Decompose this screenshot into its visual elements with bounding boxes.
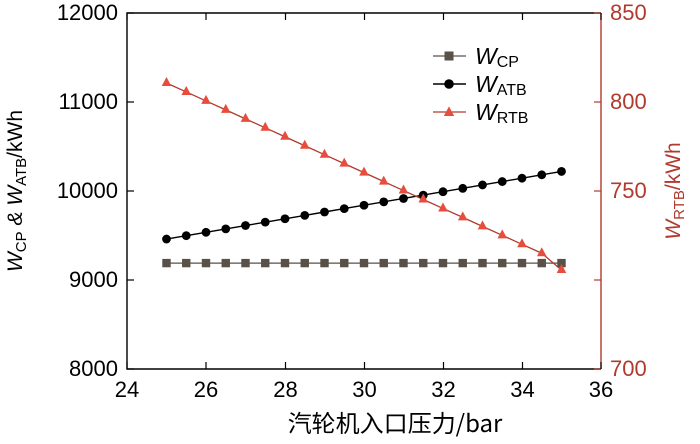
svg-text:750: 750 bbox=[610, 178, 647, 203]
svg-text:36: 36 bbox=[589, 377, 613, 402]
svg-text:WATB: WATB bbox=[475, 71, 527, 99]
svg-text:32: 32 bbox=[431, 377, 455, 402]
svg-text:24: 24 bbox=[115, 377, 139, 402]
svg-text:WRTB/kWh: WRTB/kWh bbox=[662, 142, 688, 239]
svg-text:34: 34 bbox=[510, 377, 534, 402]
svg-text:9000: 9000 bbox=[69, 267, 118, 292]
svg-text:WRTB: WRTB bbox=[475, 99, 528, 127]
svg-text:WCP: WCP bbox=[475, 43, 519, 71]
svg-text:700: 700 bbox=[610, 356, 647, 381]
svg-text:11000: 11000 bbox=[58, 89, 118, 114]
svg-text:12000: 12000 bbox=[57, 0, 118, 25]
svg-text:8000: 8000 bbox=[69, 356, 118, 381]
svg-text:10000: 10000 bbox=[57, 178, 118, 203]
svg-text:30: 30 bbox=[352, 377, 376, 402]
svg-text:28: 28 bbox=[273, 377, 297, 402]
svg-text:800: 800 bbox=[610, 89, 647, 114]
svg-text:汽轮机入口压力/bar: 汽轮机入口压力/bar bbox=[288, 404, 503, 439]
svg-text:850: 850 bbox=[610, 0, 647, 25]
svg-text:26: 26 bbox=[194, 377, 218, 402]
svg-text:WCP & WATB/kWh: WCP & WATB/kWh bbox=[4, 110, 30, 272]
